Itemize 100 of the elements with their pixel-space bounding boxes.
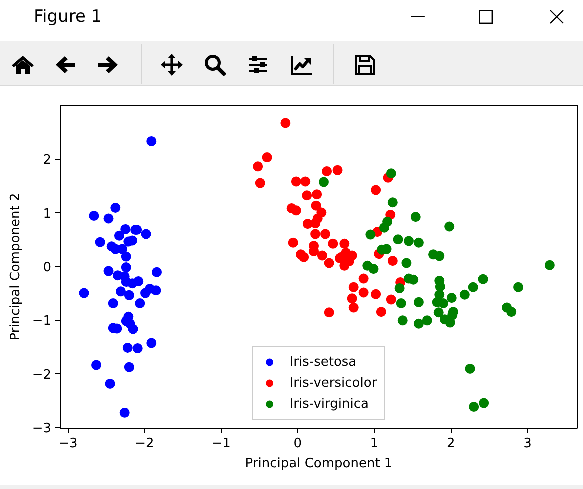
point (544, 260, 555, 270)
point (358, 288, 369, 298)
point (116, 286, 126, 297)
y-tick-label: 2 (43, 153, 52, 168)
point (434, 308, 444, 318)
point (299, 252, 310, 262)
point (371, 185, 382, 196)
point (108, 298, 118, 308)
point (311, 200, 322, 211)
point (324, 308, 334, 318)
point (92, 360, 102, 370)
y-tick-label: −1 (32, 314, 52, 330)
chart-title: Figure 1 (34, 6, 102, 29)
point (288, 238, 298, 248)
legend-label: Iris-versicolor (290, 375, 378, 391)
point (280, 118, 291, 128)
point (320, 229, 331, 240)
point (262, 152, 272, 163)
point (300, 176, 311, 187)
point (371, 289, 382, 300)
point (302, 190, 312, 201)
point (324, 258, 334, 268)
point (414, 318, 424, 329)
x-tick-label: −3 (58, 436, 78, 452)
point (253, 162, 264, 172)
legend-label: Iris-virginica (290, 396, 369, 412)
point (398, 316, 408, 326)
point (408, 274, 419, 285)
point (402, 258, 412, 268)
point (479, 398, 490, 408)
point (438, 298, 448, 308)
point (95, 237, 106, 248)
point (146, 136, 157, 146)
point (318, 177, 329, 188)
point (255, 178, 266, 188)
y-axis-title: Principal Component 2 (8, 193, 24, 341)
point (386, 168, 396, 179)
point (340, 238, 350, 249)
point (128, 324, 138, 334)
point (312, 190, 322, 200)
x-tick-label: −1 (212, 436, 231, 452)
point (104, 266, 114, 276)
point (469, 402, 480, 412)
point (120, 224, 131, 234)
point (124, 290, 134, 300)
y-tick-label: 0 (43, 260, 52, 276)
point (347, 294, 358, 304)
point (120, 408, 130, 418)
point (134, 276, 144, 286)
point (444, 222, 455, 232)
point (114, 230, 124, 241)
point (386, 294, 396, 305)
point (332, 165, 343, 176)
x-axis-title: Principal Component 1 (245, 456, 393, 472)
point (317, 250, 328, 261)
point (310, 229, 321, 240)
point (141, 229, 152, 240)
y-tick-label: −2 (32, 368, 52, 383)
point (132, 344, 143, 354)
point (322, 166, 332, 176)
point (310, 218, 321, 229)
x-tick-label: 2 (446, 436, 456, 452)
point (328, 238, 338, 249)
point (514, 282, 524, 292)
x-tick-label: 1 (370, 436, 379, 452)
point (348, 282, 359, 292)
point (404, 236, 414, 246)
point (410, 212, 421, 222)
point (366, 230, 376, 240)
point (291, 176, 302, 187)
point (460, 290, 470, 300)
legend-label: Iris-setosa (290, 354, 357, 370)
point (468, 282, 478, 292)
point (151, 286, 162, 296)
point (414, 297, 424, 308)
point (110, 202, 121, 213)
point (122, 343, 133, 354)
point (388, 256, 398, 266)
point (291, 206, 302, 216)
point (396, 298, 406, 308)
point (465, 364, 476, 374)
x-tick-label: 0 (294, 436, 302, 452)
point (146, 338, 157, 348)
point (121, 252, 132, 262)
x-tick-label: 3 (524, 436, 532, 452)
point (368, 264, 379, 274)
point (121, 262, 132, 273)
point (388, 198, 398, 208)
point (506, 307, 517, 318)
point (104, 214, 114, 224)
point (379, 222, 390, 233)
point (124, 362, 134, 372)
point (135, 298, 146, 308)
point (445, 318, 456, 328)
y-tick-label: 1 (43, 206, 52, 222)
point (340, 260, 350, 271)
point (393, 234, 404, 245)
point (478, 274, 488, 284)
point (414, 238, 424, 248)
point (358, 274, 369, 284)
